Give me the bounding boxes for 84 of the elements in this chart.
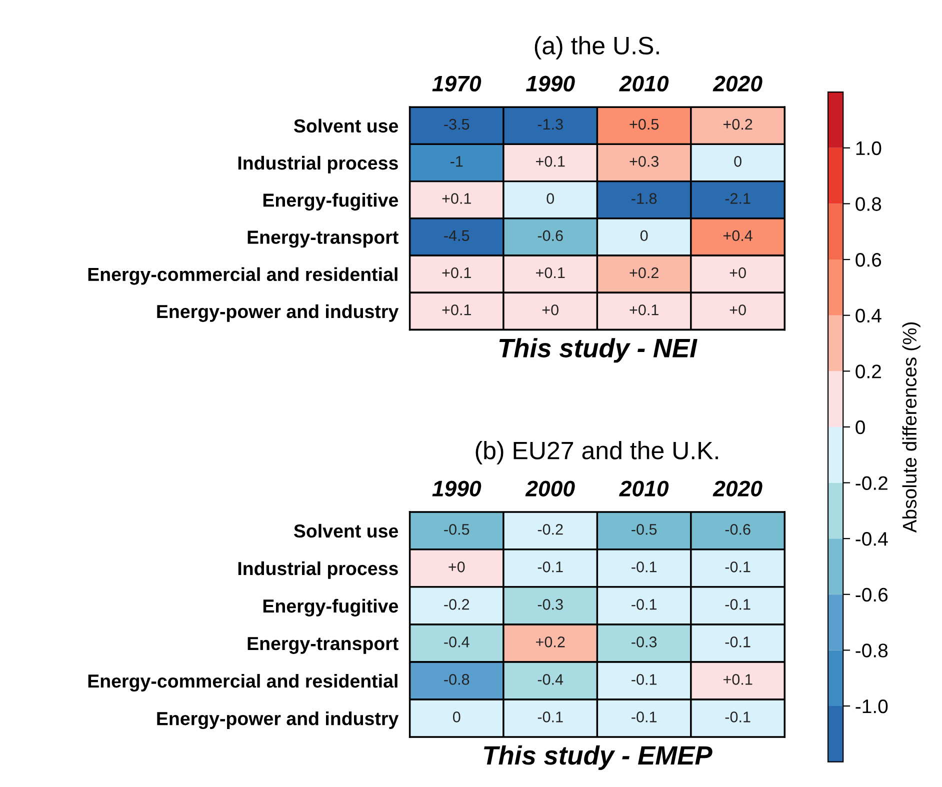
data-label: +0.1 [442,304,471,316]
data-label: +0.1 [442,267,471,278]
data-label: -1.3 [538,118,563,130]
data-label: -0.1 [632,599,657,610]
data-label: +0.1 [536,267,565,278]
x-tick-label: 1990 [526,76,575,92]
data-label: +0.4 [723,230,752,242]
data-label: -0.3 [538,599,563,610]
data-label: -1 [450,156,463,167]
data-label: -0.2 [538,524,563,535]
color-bar-label: -0.2 [856,476,888,490]
x-tick-label: 2020 [712,76,762,92]
data-label: -0.6 [725,524,750,535]
color-bar-label: -0.4 [856,532,888,546]
data-label: +0.2 [536,636,565,648]
x-axis-title: This study - EMEP [484,745,712,770]
x-tick-label: 2010 [619,480,669,496]
data-label: +0.1 [536,156,565,167]
color-bar-label: -0.6 [856,588,888,602]
data-label: +0.3 [630,156,658,167]
chart-title: (a) the U.S. [534,36,659,60]
x-tick-label: 1990 [432,480,482,496]
color-bar-label: 0.2 [856,364,881,378]
x-tick-label: 2000 [525,480,575,496]
x-tick-label: 2010 [619,76,669,92]
data-label: -0.8 [444,674,470,685]
y-tick-label: Energy-transport [248,637,398,654]
y-tick-label: Energy-commercial and residential [88,674,398,692]
data-label: -0.2 [444,599,470,610]
color-bar-label: 0.8 [856,197,882,211]
data-label: -0.1 [725,599,750,610]
y-tick-label: Energy-fugitive [263,193,398,211]
y-tick-label: Industrial process [238,156,398,174]
data-label: -0.1 [725,561,750,572]
chart-title: (b) EU27 and the U.K. [476,441,718,464]
data-label: +0.1 [630,304,658,316]
data-label: +0.2 [723,118,752,130]
data-label: +0 [730,304,746,316]
data-label: -0.1 [538,712,563,722]
data-label: -0.1 [632,561,657,572]
data-label: -0.1 [538,561,563,572]
data-label: +0 [542,304,558,316]
data-label: -4.5 [444,230,470,242]
y-tick-label: Energy-fugitive [263,598,398,616]
data-label: 0 [734,156,742,167]
data-label: +0.1 [442,193,471,204]
data-label: +0.1 [723,674,752,685]
data-label: -0.1 [632,712,657,722]
data-label: +0.2 [630,267,658,278]
color-bar-label: 0.6 [856,252,882,267]
data-label: +0 [448,561,465,572]
data-label: -2.1 [725,193,750,204]
y-tick-label: Solvent use [294,524,398,538]
data-label: -0.5 [632,524,657,535]
data-label: +0.5 [630,118,659,130]
color-bar-label: -1.0 [856,699,888,714]
data-label: 0 [452,712,460,722]
data-label: -0.6 [538,230,563,242]
data-label: -0.1 [725,712,750,722]
y-tick-label: Energy-commercial and residential [88,267,398,285]
data-label: -0.1 [632,674,657,685]
data-label: 0 [546,193,554,204]
y-tick-label: Energy-transport [248,230,398,248]
data-label: -0.3 [632,636,657,648]
data-label: -0.1 [725,636,750,648]
y-tick-label: Industrial process [238,561,398,579]
x-tick-label: 2020 [712,480,762,496]
color-bar-label: 1.0 [856,141,882,156]
y-tick-label: Energy-power and industry [157,711,399,730]
x-tick-label: 1970 [432,76,482,92]
y-tick-label: Solvent use [294,118,398,133]
color-bar-title: Absolute differences (%) [902,322,920,533]
color-bar-label: 0 [856,420,865,434]
y-tick-label: Energy-power and industry [157,304,399,322]
data-label: -1.8 [632,193,657,204]
color-bar-label: -0.8 [856,644,888,658]
data-label: 0 [640,230,648,242]
data-label: -0.4 [538,674,564,685]
data-label: +0 [730,267,746,278]
data-label: -3.5 [444,118,470,130]
data-label: -0.4 [444,636,470,648]
x-axis-title: This study - NEI [499,338,698,363]
color-bar-label: 0.4 [856,308,882,323]
data-label: -0.5 [444,524,470,535]
